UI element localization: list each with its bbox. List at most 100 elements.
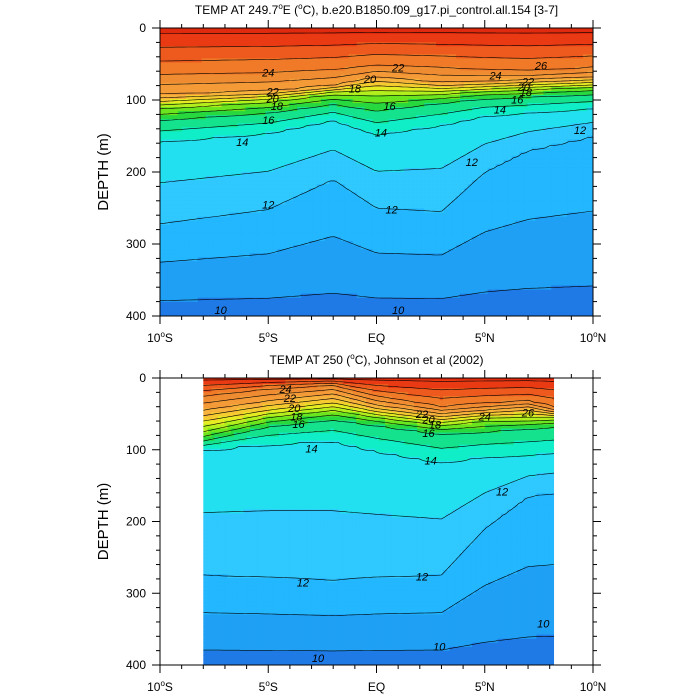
contour-cell xyxy=(213,74,219,80)
contour-cell xyxy=(519,184,525,189)
contour-cell xyxy=(551,176,556,181)
contour-cell xyxy=(301,74,306,80)
contour-cell xyxy=(217,204,223,210)
contour-cell xyxy=(189,135,195,141)
contour-cell xyxy=(193,151,199,157)
contour-cell xyxy=(189,172,195,177)
contour-cell xyxy=(416,159,421,165)
contour-cell xyxy=(356,38,362,43)
contour-cell xyxy=(400,107,405,112)
contour-cell xyxy=(201,111,207,116)
contour-cell xyxy=(436,103,441,108)
contour-cell xyxy=(193,119,199,124)
contour-cell xyxy=(523,119,529,124)
contour-cell xyxy=(451,127,457,133)
contour-cell xyxy=(539,163,544,169)
contour-cell xyxy=(463,62,469,68)
contour-cell xyxy=(571,94,576,100)
contour-cell xyxy=(336,151,342,157)
contour-cell xyxy=(197,139,203,145)
contour-cell xyxy=(380,135,386,141)
contour-cell xyxy=(475,167,481,173)
contour-cell xyxy=(475,111,481,116)
contour-cell xyxy=(483,188,489,193)
contour-cell xyxy=(483,204,489,210)
contour-cell xyxy=(316,111,322,116)
contour-cell xyxy=(233,200,239,206)
contour-cell xyxy=(221,135,227,141)
contour-cell xyxy=(475,196,481,201)
contour-cell xyxy=(289,155,294,161)
contour-cell xyxy=(495,167,501,173)
contour-cell xyxy=(229,54,235,60)
contour-cell xyxy=(285,200,290,206)
contour-cell xyxy=(293,167,298,173)
contour-cell xyxy=(396,103,401,108)
contour-cell xyxy=(336,119,342,124)
contour-cell xyxy=(587,204,592,210)
contour-cell xyxy=(257,38,262,43)
contour-cell xyxy=(308,62,314,68)
contour-cell xyxy=(408,58,413,64)
contour-cell xyxy=(297,127,302,133)
contour-cell xyxy=(551,172,556,177)
contour-cell xyxy=(539,139,544,145)
contour-cell xyxy=(281,176,286,181)
contour-cell xyxy=(408,90,413,96)
contour-cell xyxy=(571,192,576,197)
contour-cell xyxy=(587,139,592,145)
contour-cell xyxy=(587,34,592,39)
contour-cell xyxy=(463,30,469,35)
contour-cell xyxy=(277,167,282,173)
contour-cell xyxy=(201,188,207,193)
contour-cell xyxy=(587,127,592,133)
contour-cell xyxy=(471,163,477,169)
contour-cell xyxy=(507,62,513,68)
contour-cell xyxy=(185,98,191,104)
contour-cell xyxy=(380,155,386,161)
contour-cell xyxy=(217,196,223,201)
contour-cell xyxy=(424,204,429,210)
contour-cell xyxy=(316,94,322,100)
contour-cell xyxy=(491,163,497,169)
contour-cell xyxy=(579,34,584,39)
contour-cell xyxy=(392,159,397,165)
contour-cell xyxy=(336,82,342,88)
contour-cell xyxy=(332,123,338,128)
contour-cell xyxy=(459,103,465,108)
contour-cell xyxy=(408,176,413,181)
contour-cell xyxy=(352,155,358,161)
contour-cell xyxy=(372,184,378,189)
contour-cell xyxy=(269,86,274,92)
contour-cell xyxy=(523,98,529,104)
contour-cell xyxy=(281,30,286,35)
contour-cell xyxy=(245,143,250,149)
contour-cell xyxy=(205,62,211,68)
contour-cell xyxy=(547,42,552,47)
contour-cell xyxy=(587,38,592,43)
contour-cell xyxy=(281,34,286,39)
contour-cell xyxy=(507,127,513,133)
contour-cell xyxy=(404,90,409,96)
contour-cell xyxy=(420,135,425,141)
contour-cell xyxy=(181,131,187,137)
contour-cell xyxy=(448,103,453,108)
contour-cell xyxy=(193,188,199,193)
contour-cell xyxy=(547,176,552,181)
contour-cell xyxy=(471,184,477,189)
contour-cell xyxy=(507,204,513,210)
contour-cell xyxy=(587,159,592,165)
contour-cell xyxy=(455,119,461,124)
contour-cell xyxy=(364,38,370,43)
contour-cell xyxy=(499,139,505,145)
contour-cell xyxy=(360,34,366,39)
contour-cell xyxy=(559,28,564,31)
contour-cell xyxy=(587,172,592,177)
contour-cell xyxy=(555,86,560,92)
contour-cell xyxy=(591,90,593,96)
contour-cell xyxy=(233,196,239,201)
contour-cell xyxy=(312,115,318,120)
contour-cell xyxy=(563,180,568,185)
contour-cell xyxy=(463,107,469,112)
contour-cell xyxy=(459,28,465,31)
